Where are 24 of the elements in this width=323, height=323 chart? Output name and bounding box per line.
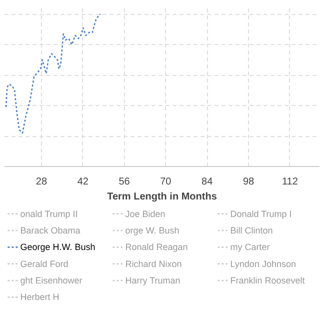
x-tick-label: 98 <box>242 176 255 188</box>
x-axis-title: Term Length in Months <box>107 192 218 202</box>
legend-label: Ronald Reagan <box>125 242 188 252</box>
x-tick-label: 56 <box>118 176 130 188</box>
legend-label: onald Trump II <box>20 208 78 219</box>
x-tick-label: 42 <box>77 176 89 188</box>
legend-label: Donald Trump I <box>230 208 292 219</box>
legend-label: George H.W. Bush <box>20 242 96 252</box>
legend-label: Bill Clinton <box>230 226 273 236</box>
x-tick-label: 84 <box>202 176 214 188</box>
legend-label: Barack Obama <box>20 226 80 236</box>
legend-label: Richard Nixon <box>125 258 182 269</box>
legend-label: my Carter <box>230 242 270 252</box>
legend-label: Lyndon Johnson <box>230 258 296 269</box>
legend-label: Joe Biden <box>125 208 166 219</box>
legend-label: Harry Truman <box>125 276 180 286</box>
x-tick-label: 112 <box>282 176 298 188</box>
legend-label: Franklin Roosevelt <box>230 276 306 286</box>
legend-label: Gerald Ford <box>20 258 68 269</box>
legend-label: Herbert H <box>20 292 60 302</box>
x-tick-label: 70 <box>160 176 172 188</box>
legend-label: orge W. Bush <box>125 226 180 236</box>
legend-label: ght Eisenhower <box>20 276 82 286</box>
x-tick-label: 28 <box>36 176 48 188</box>
